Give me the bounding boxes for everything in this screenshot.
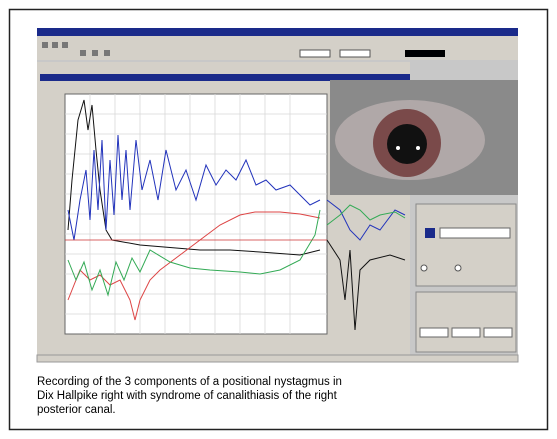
input-box	[440, 228, 510, 238]
settings-panel	[416, 204, 516, 286]
reflection	[416, 146, 420, 150]
color-box	[425, 228, 435, 238]
caption-line: Recording of the 3 components of a posit…	[37, 376, 342, 388]
screenshot	[37, 28, 518, 362]
value-cells	[420, 328, 512, 337]
values-panel	[416, 292, 516, 352]
page: Recording of the 3 components of a posit…	[0, 0, 557, 439]
status-bar	[37, 355, 518, 362]
caption-line: posterior canal.	[37, 404, 116, 416]
radio[interactable]	[455, 265, 461, 271]
panel-header	[40, 74, 410, 81]
title-bar	[37, 28, 518, 36]
radio[interactable]	[421, 265, 427, 271]
figure: Recording of the 3 components of a posit…	[0, 0, 557, 439]
caption-line: Dix Hallpike right with syndrome of cana…	[37, 390, 338, 402]
toolbar	[37, 36, 518, 60]
reflection	[396, 146, 400, 150]
pupil	[387, 124, 427, 164]
